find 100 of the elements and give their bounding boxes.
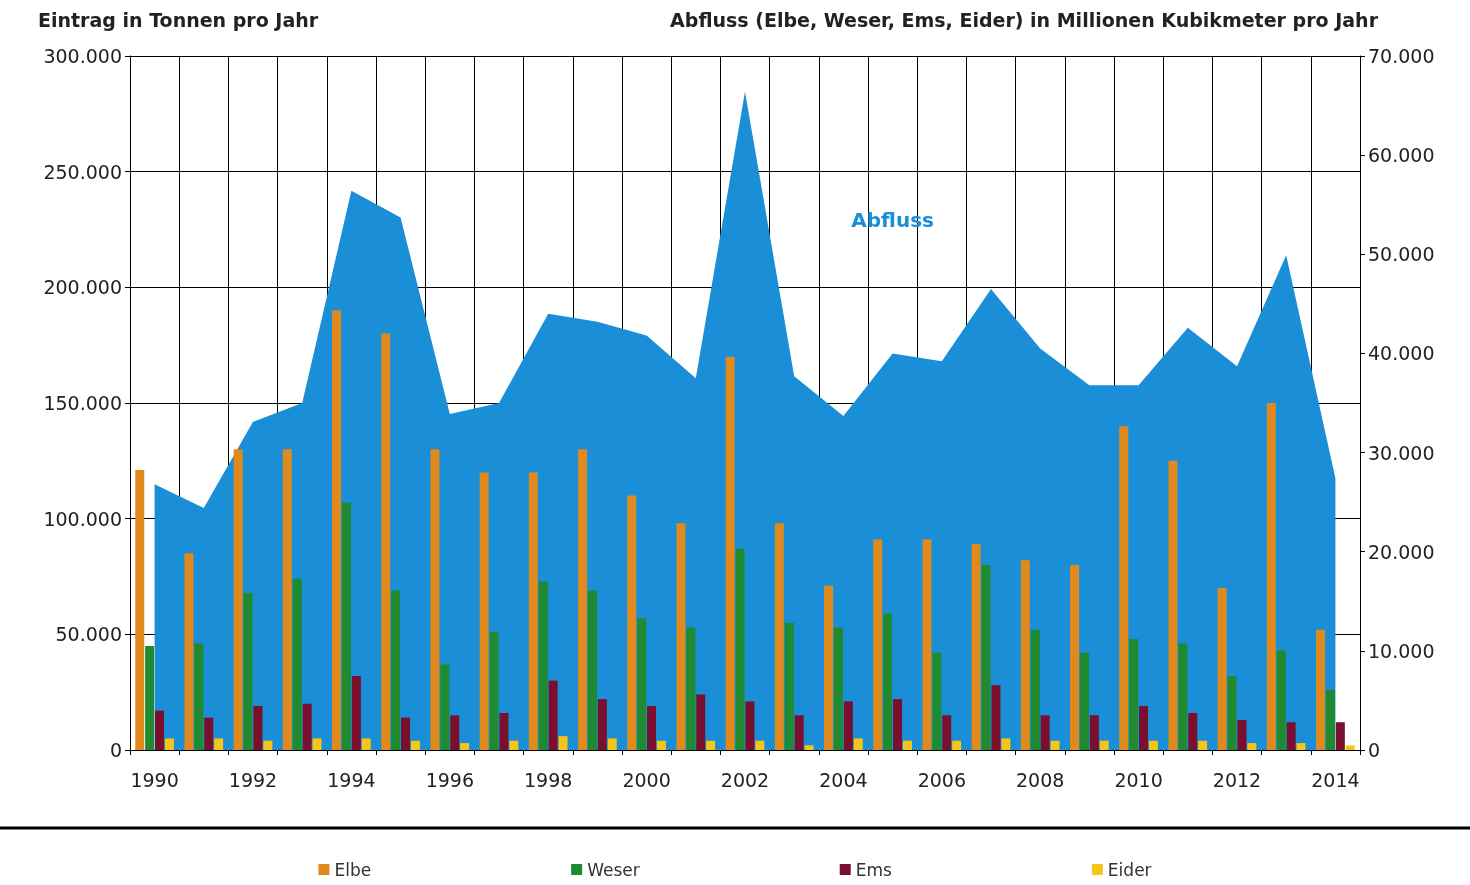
y2-tick-label: 20.000 <box>1368 540 1435 563</box>
bar <box>784 622 794 750</box>
bar <box>883 613 893 750</box>
bar <box>627 495 637 750</box>
bar <box>1198 740 1208 750</box>
bar <box>735 548 745 750</box>
x-tick-label: 1992 <box>228 768 278 791</box>
bar <box>686 627 696 750</box>
bar <box>578 449 588 750</box>
bar <box>214 738 224 750</box>
y2-tick-label: 0 <box>1368 739 1381 761</box>
y-tick-label: 300.000 <box>43 45 122 67</box>
bar <box>263 740 273 750</box>
bar <box>401 717 411 750</box>
bar <box>1139 706 1149 750</box>
bar <box>145 645 155 750</box>
legend-label: Weser <box>587 859 640 880</box>
bar <box>696 694 706 750</box>
bar <box>1001 738 1011 750</box>
bar <box>253 706 263 750</box>
bar <box>1188 712 1198 750</box>
y-tick-label: 0 <box>109 739 122 761</box>
x-tick-label: 2012 <box>1212 768 1262 791</box>
y2-tick-label: 60.000 <box>1368 144 1435 167</box>
bar <box>292 578 302 750</box>
y2-axis-title: Abfluss (Elbe, Weser, Ems, Eider) in Millionen Kubikmeter pro Jahr <box>670 8 1379 31</box>
bar <box>302 703 312 750</box>
y2-tick-label: 10.000 <box>1368 639 1435 662</box>
bar <box>410 740 420 750</box>
bar <box>1129 638 1139 750</box>
bar <box>991 685 1001 750</box>
bar <box>1345 745 1355 750</box>
bar <box>489 632 499 750</box>
bar <box>597 699 607 750</box>
bar <box>824 585 834 750</box>
y-axis-title: Eintrag in Tonnen pro Jahr <box>38 8 319 31</box>
bar <box>282 449 292 750</box>
bar <box>1247 743 1257 750</box>
y-tick-label: 100.000 <box>43 507 122 530</box>
bar <box>332 310 342 750</box>
bar <box>656 740 666 750</box>
bar <box>1089 715 1099 750</box>
bar <box>1079 652 1089 750</box>
x-tick-label: 1996 <box>425 768 474 791</box>
bar <box>1070 564 1080 750</box>
bar <box>499 712 509 750</box>
bar <box>204 717 214 750</box>
bar <box>1168 460 1178 750</box>
bar <box>981 564 991 750</box>
bar <box>952 740 962 750</box>
bar <box>1040 715 1050 750</box>
bar <box>1296 743 1306 750</box>
bar <box>1276 650 1286 750</box>
bar <box>450 715 460 750</box>
bar <box>509 740 519 750</box>
bar <box>243 592 253 750</box>
bar <box>676 523 686 750</box>
bar <box>479 472 489 750</box>
bar <box>587 590 597 750</box>
y-tick-label: 200.000 <box>43 276 122 299</box>
bar <box>607 738 617 750</box>
bar <box>647 706 657 750</box>
x-tick-label: 2006 <box>917 768 966 791</box>
y2-tick-label: 50.000 <box>1368 243 1435 266</box>
bar <box>755 740 765 750</box>
bar <box>794 715 804 750</box>
y-tick-label: 250.000 <box>43 160 122 183</box>
legend-label: Ems <box>855 859 893 880</box>
bar <box>341 502 351 750</box>
bar <box>942 715 952 750</box>
x-tick-label: 1998 <box>524 768 573 791</box>
bar <box>833 627 843 750</box>
x-tick-label: 2008 <box>1016 768 1065 791</box>
bar <box>558 736 568 750</box>
x-tick-label: 1994 <box>327 768 376 791</box>
bar <box>1030 629 1040 750</box>
bar <box>164 738 174 750</box>
bar <box>725 356 735 750</box>
legend-label: Eider <box>1107 859 1152 880</box>
bar <box>233 449 243 750</box>
bar <box>381 333 391 750</box>
bar <box>135 470 145 750</box>
bar <box>932 652 942 750</box>
x-tick-label: 2010 <box>1114 768 1163 791</box>
bar <box>1050 740 1060 750</box>
bar <box>843 701 853 750</box>
bar <box>1237 719 1247 750</box>
bar <box>312 738 322 750</box>
x-tick-label: 2002 <box>720 768 770 791</box>
bar <box>391 590 401 750</box>
bar <box>440 664 450 750</box>
bar <box>637 618 647 750</box>
bar <box>460 743 470 750</box>
y2-tick-label: 40.000 <box>1368 342 1435 365</box>
bar <box>1335 722 1345 750</box>
bar <box>804 745 814 750</box>
bar <box>1316 629 1326 750</box>
y-tick-label: 150.000 <box>43 392 122 414</box>
y2-tick-label: 70.000 <box>1368 45 1435 67</box>
bar <box>853 738 863 750</box>
